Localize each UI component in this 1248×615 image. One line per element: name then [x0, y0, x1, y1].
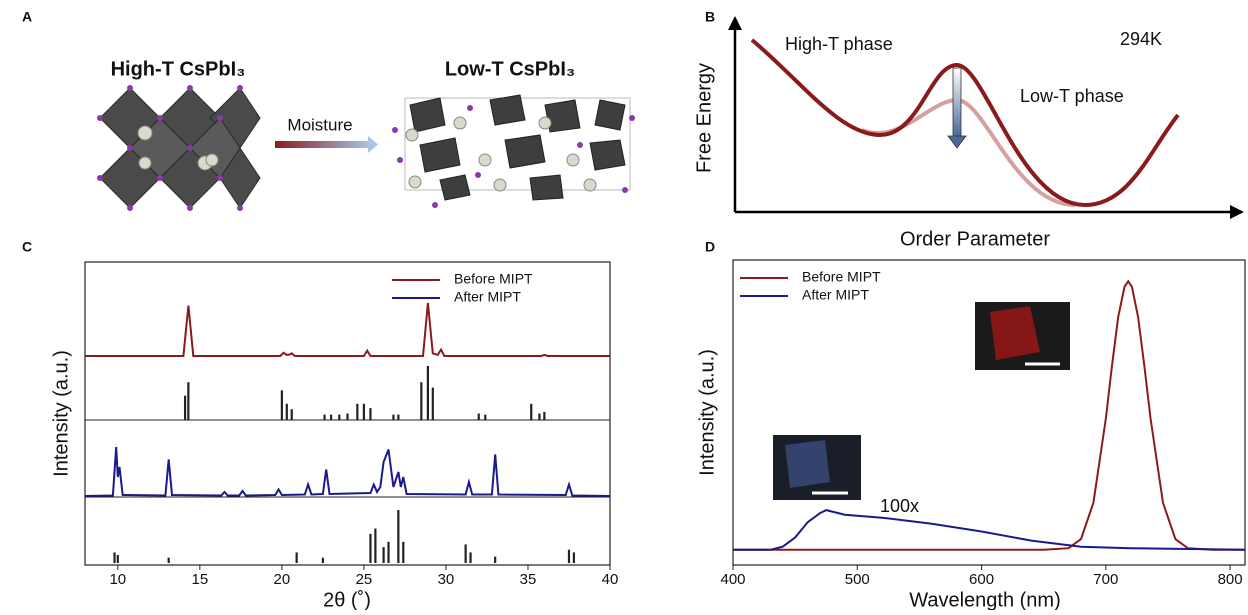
legend-label: Before MIPT [454, 271, 533, 287]
x-tick-label: 40 [602, 571, 619, 588]
x-tick-label: 700 [1093, 571, 1118, 588]
data-line [733, 279, 1245, 551]
x-axis-label: Order Parameter [900, 228, 1050, 250]
x-tick-label: 15 [192, 571, 209, 588]
phase-label: Low-T phase [1020, 86, 1124, 106]
legend-label: After MIPT [802, 287, 869, 303]
x-tick-label: 500 [845, 571, 870, 588]
structure-title: Low-T CsPbI₃ [445, 58, 575, 80]
panel-label: A [22, 9, 32, 25]
x-tick-label: 10 [109, 571, 126, 588]
energy-curve-low [861, 97, 1076, 207]
plot-frame [732, 259, 1246, 566]
moisture-arrow [275, 141, 370, 148]
structure-title: High-T CsPbI₃ [111, 58, 246, 80]
x-axis-label: 2θ (˚) [323, 589, 371, 610]
x-tick-label: 20 [274, 571, 291, 588]
phase-label: High-T phase [785, 34, 893, 54]
temperature-label: 294K [1120, 29, 1162, 49]
x-tick-label: 35 [520, 571, 537, 588]
panel-label: C [22, 239, 32, 255]
data-line [733, 509, 1246, 551]
high-t-structure [97, 85, 261, 211]
x-tick-label: 400 [720, 571, 745, 588]
arrow-head [1230, 205, 1244, 219]
y-axis-label: Intensity (a.u.) [696, 349, 718, 476]
annotation: 100x [880, 496, 919, 516]
x-tick-label: 25 [356, 571, 373, 588]
plot-frame [84, 261, 611, 566]
y-axis-label: Free Energy [693, 63, 715, 173]
energy-curve [750, 38, 1180, 208]
low-t-structure [392, 94, 635, 208]
legend-label: After MIPT [454, 289, 521, 305]
panel-label: D [705, 239, 715, 255]
energy-arrow [952, 67, 962, 137]
data-line [85, 302, 610, 357]
inset-image [975, 302, 1070, 370]
y-axis-label: Intensity (a.u.) [50, 350, 72, 477]
x-axis-label: Wavelength (nm) [909, 589, 1061, 610]
arrow-head [728, 16, 742, 30]
x-tick-label: 30 [438, 571, 455, 588]
x-tick-label: 800 [1218, 571, 1243, 588]
legend-label: Before MIPT [802, 269, 881, 285]
inset-image [773, 435, 861, 500]
arrow-head [368, 136, 378, 153]
x-tick-label: 600 [969, 571, 994, 588]
panel-label: B [705, 9, 715, 25]
arrow-label: Moisture [287, 115, 352, 134]
arrow-head [947, 135, 967, 149]
data-line [84, 446, 611, 497]
